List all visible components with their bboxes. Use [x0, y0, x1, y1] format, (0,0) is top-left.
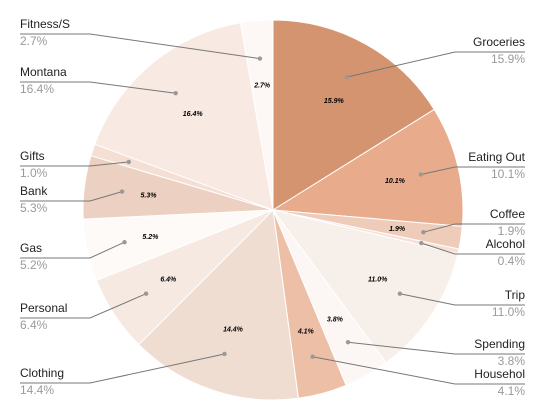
- legend-name-fitness-s: Fitness/S: [20, 17, 70, 31]
- legend-name-personal: Personal: [20, 301, 67, 315]
- leader-lines: [20, 33, 525, 385]
- slice-label-clothing: 14.4%: [223, 326, 244, 333]
- slice-label-groceries: 15.9%: [324, 98, 345, 105]
- pie-slices: [82, 19, 464, 401]
- leader-line-trip: [399, 293, 525, 306]
- legend-name-gifts: Gifts: [20, 149, 45, 163]
- slice-groceries[interactable]: [272, 19, 435, 211]
- legend-value-montana: 16.4%: [20, 82, 54, 96]
- slice-eating-out[interactable]: [271, 108, 464, 227]
- slice-clothing[interactable]: [138, 208, 299, 401]
- leader-dot-coffee: [421, 230, 426, 235]
- legend-value-gas: 5.2%: [20, 258, 48, 272]
- legend-value-fitness-s: 2.7%: [20, 34, 48, 48]
- legend-name-gas: Gas: [20, 241, 42, 255]
- leader-dot-gifts: [126, 159, 131, 165]
- leader-dot-gas: [122, 240, 127, 245]
- leader-line-gifts: [20, 161, 129, 167]
- leader-line-groceries: [346, 51, 525, 78]
- slice-label-fitness-s: 2.7%: [253, 83, 271, 90]
- leader-dot-bank: [119, 189, 125, 194]
- leader-dot-personal: [143, 291, 149, 296]
- legend-value-spending: 3.8%: [498, 354, 526, 368]
- leader-line-spending: [347, 341, 525, 355]
- leader-dot-spending: [345, 340, 351, 345]
- slice-label-trip: 11.0%: [368, 277, 388, 284]
- legend-name-alcohol: Alcohol: [486, 237, 525, 251]
- leader-dot-groceries: [344, 74, 349, 80]
- legend-name-trip: Trip: [505, 288, 526, 302]
- leader-line-coffee: [423, 223, 525, 233]
- slice-label-gas: 5.2%: [142, 234, 159, 241]
- legend-name-househol: Househol: [474, 367, 525, 381]
- legend-value-alcohol: 0.4%: [498, 254, 526, 268]
- leader-dot-clothing: [222, 351, 227, 357]
- leader-dot-trip: [397, 291, 403, 296]
- leader-line-personal: [20, 293, 147, 319]
- leader-dot-eating-out: [418, 172, 423, 177]
- slice-label-personal: 6.4%: [160, 277, 177, 284]
- leader-line-eating-out: [420, 166, 525, 175]
- legend-value-gifts: 1.0%: [20, 166, 48, 180]
- leader-line-alcohol: [421, 242, 525, 255]
- legend-value-eating-out: 10.1%: [491, 167, 525, 181]
- leader-line-househol: [312, 356, 525, 385]
- slice-trip[interactable]: [271, 209, 459, 364]
- slice-label-montana: 16.4%: [183, 111, 204, 118]
- slice-montana[interactable]: [94, 22, 274, 211]
- slice-label-househol: 4.1%: [297, 329, 315, 336]
- slice-label-bank: 5.3%: [141, 192, 158, 199]
- legend-value-trip: 11.0%: [492, 305, 525, 319]
- leader-line-clothing: [20, 353, 225, 384]
- legend-value-coffee: 1.9%: [498, 224, 526, 238]
- slice-label-eating-out: 10.1%: [385, 178, 406, 185]
- leader-line-fitness-s: [20, 33, 260, 60]
- leader-dot-househol: [310, 354, 315, 359]
- leader-line-montana: [20, 81, 176, 94]
- legend-name-bank: Bank: [20, 184, 48, 198]
- leader-line-gas: [20, 241, 125, 259]
- legend-value-personal: 6.4%: [20, 318, 48, 332]
- legend-name-groceries: Groceries: [473, 35, 525, 49]
- slice-label-coffee: 1.9%: [389, 226, 406, 233]
- leader-line-bank: [20, 191, 123, 202]
- legend-name-spending: Spending: [474, 337, 525, 351]
- legend-value-househol: 4.1%: [498, 384, 526, 398]
- leader-dot-montana: [173, 91, 178, 96]
- leader-dot-alcohol: [419, 240, 424, 246]
- slice-fitness-s[interactable]: [239, 19, 274, 211]
- legend-value-groceries: 15.9%: [491, 52, 525, 66]
- legend-value-bank: 5.3%: [20, 201, 48, 215]
- slice-percent-labels: 15.9% 10.1% 1.9% 11.0% 3.8% 4.1% 14.4% 6.4% 5.2%…: [141, 83, 406, 336]
- slice-label-spending: 3.8%: [327, 317, 344, 324]
- legend-name-coffee: Coffee: [490, 207, 525, 221]
- legend-name-clothing: Clothing: [20, 366, 64, 380]
- legend-name-eating-out: Eating Out: [468, 150, 525, 164]
- legend-value-clothing: 14.4%: [20, 383, 54, 397]
- leader-dot-fitness-s: [257, 56, 263, 61]
- legend-name-montana: Montana: [20, 65, 67, 79]
